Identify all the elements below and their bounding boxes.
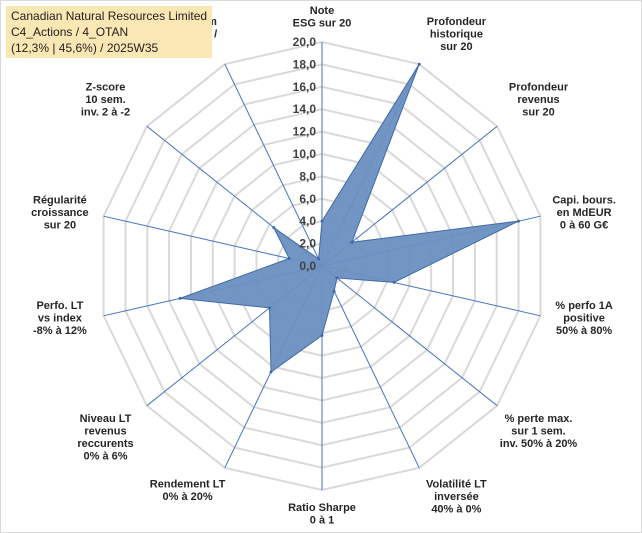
tick-label: 4,0	[299, 214, 316, 228]
data-point	[272, 226, 276, 230]
axis-label: Niveau LT revenus reccurents 0% à 6%	[77, 413, 133, 463]
tick-label: 20,0	[293, 35, 317, 49]
data-point	[417, 62, 421, 66]
axis-label: Volatilité LT inversée 40% à 0%	[426, 479, 487, 516]
axis-label: Note ESG sur 20	[293, 5, 352, 30]
title-line-company: Canadian Natural Resources Limited	[11, 9, 208, 23]
tick-label: 2,0	[299, 237, 316, 251]
radar-series	[178, 62, 520, 374]
data-point	[335, 276, 339, 280]
radar-tick-labels: 0,0 2,0 4,0 6,0 8,0 10,0 12,0 14,0 16,0 18,0 20,0	[293, 35, 317, 273]
data-point	[317, 257, 321, 261]
tick-label: 12,0	[293, 125, 317, 139]
data-point	[320, 333, 324, 337]
axis-label: % perte max. sur 1 sem. inv. 50% à 20%	[500, 413, 578, 450]
tick-label: 14,0	[293, 102, 317, 116]
data-point	[320, 219, 324, 223]
axis-label: Capi. bours. en MdEUR 0 à 60 G€	[552, 195, 616, 232]
axis-label: Perfo. LT vs index -8% à 12%	[33, 300, 87, 337]
axis-spoke	[321, 265, 498, 407]
axis-spoke	[103, 215, 323, 267]
axis-label: Profondeur revenus sur 20	[509, 81, 569, 118]
tick-label: 16,0	[293, 80, 317, 94]
title-line-period: (12,3% | 45,6%) / 2025W35	[11, 41, 159, 55]
chart-title-box: Canadian Natural Resources Limited C4_Ac…	[6, 6, 213, 58]
data-point	[268, 306, 271, 310]
tick-label: 0,0	[299, 259, 316, 273]
data-point	[287, 257, 291, 260]
data-point	[178, 296, 182, 300]
tick-label: 8,0	[299, 169, 316, 183]
data-point	[350, 240, 354, 244]
axis-label: Ratio Sharpe 0 à 1	[288, 502, 356, 527]
title-line-category: C4_Actions / 4_OTAN	[11, 25, 129, 39]
axis-label: Z-score 10 sem. inv. 2 à -2	[81, 81, 130, 118]
axis-label: Régularité croissance sur 20	[31, 195, 88, 232]
tick-label: 18,0	[293, 57, 317, 71]
axis-spoke	[224, 63, 323, 267]
axis-label: % perfo 1A positive 50% à 80%	[555, 300, 613, 337]
tick-label: 10,0	[293, 147, 317, 161]
data-point	[517, 219, 520, 223]
data-point	[269, 370, 273, 374]
axis-label: Profondeur historique sur 20	[427, 16, 487, 53]
data-point	[332, 289, 336, 293]
tick-label: 6,0	[299, 192, 316, 206]
axis-spoke	[321, 265, 420, 469]
data-point	[392, 280, 396, 284]
axis-label: Rendement LT 0% à 20%	[150, 479, 226, 504]
